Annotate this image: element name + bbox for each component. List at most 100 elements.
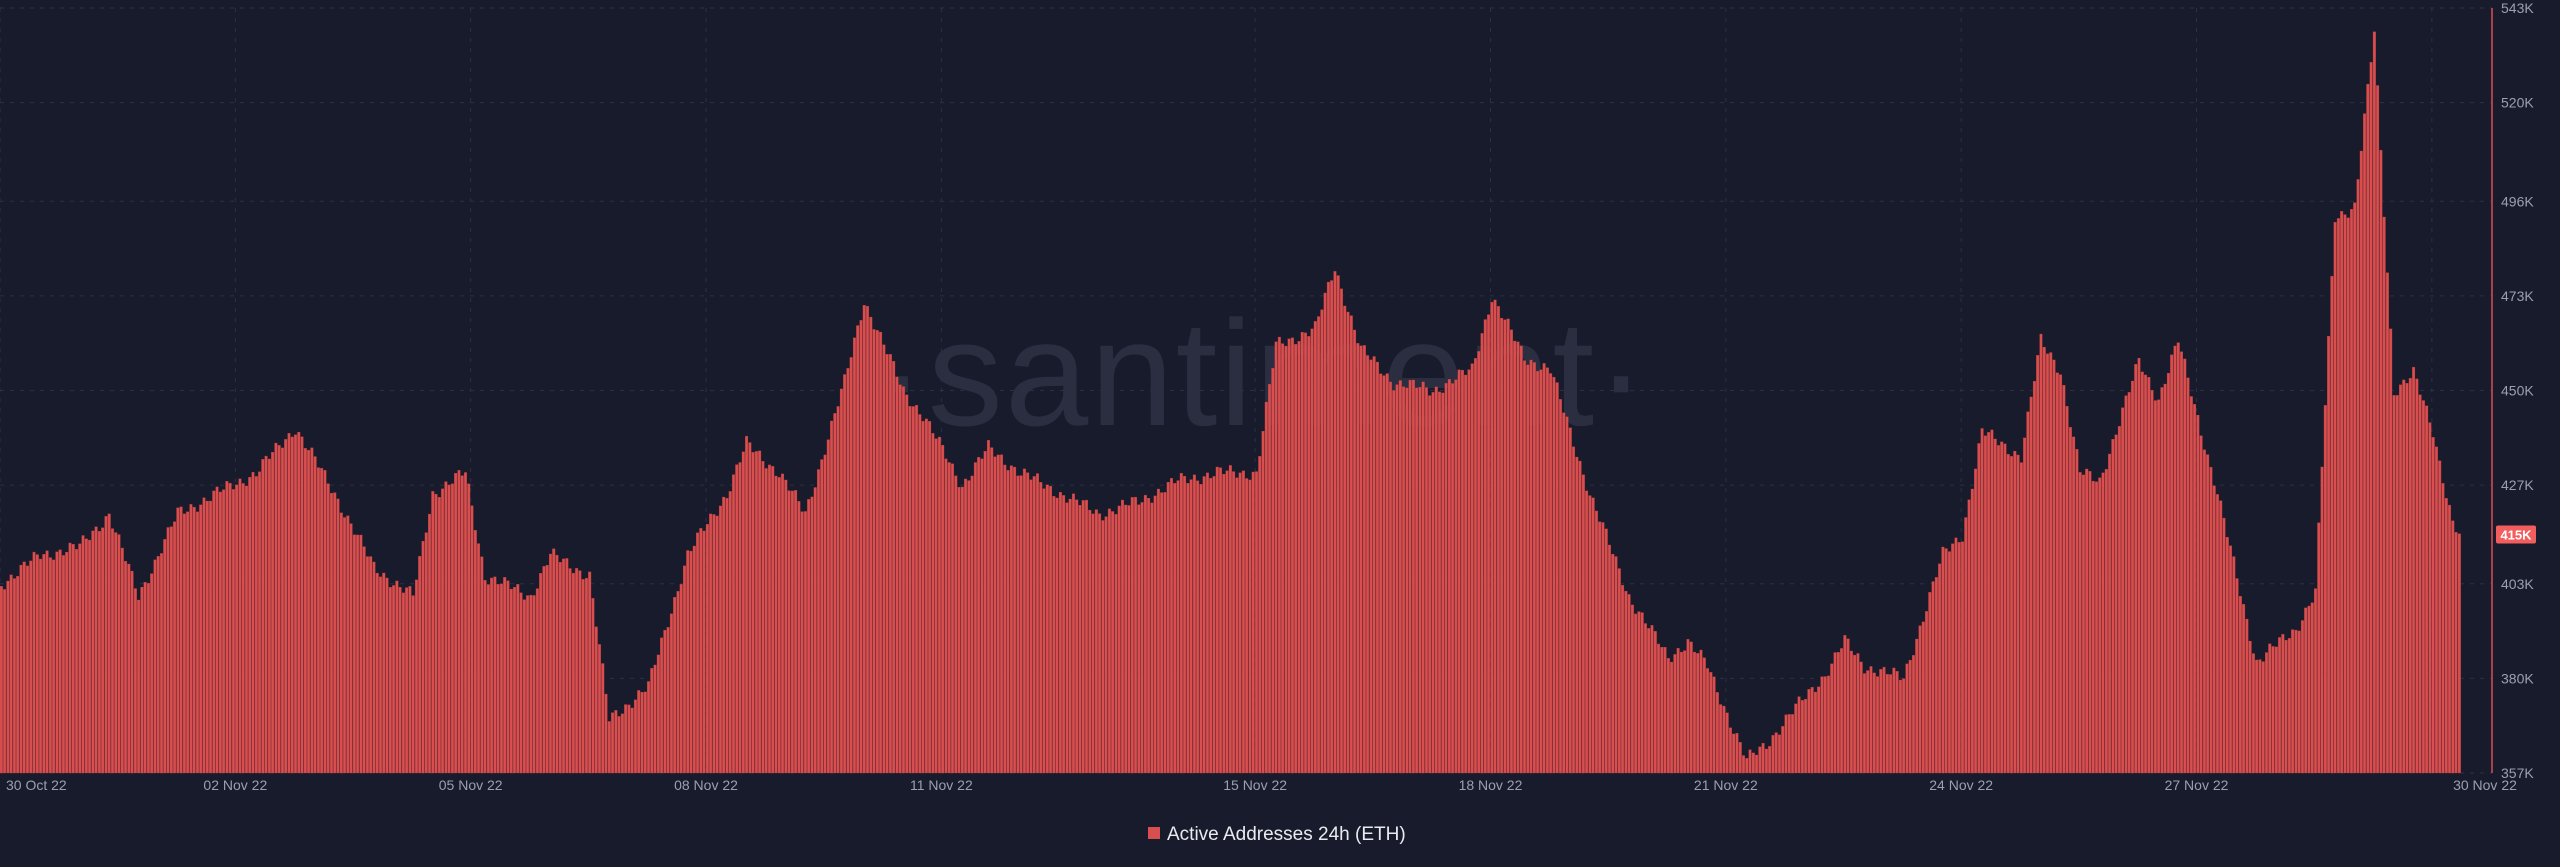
bar[interactable] xyxy=(1738,742,1742,774)
bar[interactable] xyxy=(2065,406,2069,774)
bar[interactable] xyxy=(1457,369,1461,774)
bar[interactable] xyxy=(1137,504,1141,774)
bar[interactable] xyxy=(1156,488,1160,774)
bar[interactable] xyxy=(575,568,579,774)
bar[interactable] xyxy=(2124,395,2128,774)
bar[interactable] xyxy=(1068,498,1072,774)
bar[interactable] xyxy=(1944,548,1948,774)
bar[interactable] xyxy=(627,704,631,774)
bar[interactable] xyxy=(1562,412,1566,774)
bar[interactable] xyxy=(584,577,588,774)
bar[interactable] xyxy=(1013,466,1017,774)
bar[interactable] xyxy=(1503,319,1507,774)
bar[interactable] xyxy=(2003,443,2007,774)
bar[interactable] xyxy=(2363,113,2367,774)
bar[interactable] xyxy=(2209,466,2213,774)
bar[interactable] xyxy=(686,550,690,774)
bar[interactable] xyxy=(1509,329,1513,774)
bar[interactable] xyxy=(745,435,749,774)
bar[interactable] xyxy=(307,449,311,774)
bar[interactable] xyxy=(1807,689,1811,774)
bar[interactable] xyxy=(1925,611,1929,774)
bar[interactable] xyxy=(1460,369,1464,774)
bar[interactable] xyxy=(947,462,951,774)
bar[interactable] xyxy=(535,588,539,774)
bar[interactable] xyxy=(1382,375,1386,774)
bar[interactable] xyxy=(2402,379,2406,774)
bar[interactable] xyxy=(781,473,785,774)
bar[interactable] xyxy=(2016,454,2020,774)
bar[interactable] xyxy=(823,454,827,774)
bar[interactable] xyxy=(480,556,484,774)
bar[interactable] xyxy=(673,597,677,774)
bar[interactable] xyxy=(1993,438,1997,774)
bar[interactable] xyxy=(1764,748,1768,774)
bar[interactable] xyxy=(1529,359,1533,774)
bar[interactable] xyxy=(238,478,242,774)
bar[interactable] xyxy=(2078,472,2082,774)
bar[interactable] xyxy=(964,478,968,774)
bar[interactable] xyxy=(395,580,399,774)
bar[interactable] xyxy=(2291,629,2295,774)
bar[interactable] xyxy=(2441,483,2445,774)
bar[interactable] xyxy=(931,433,935,774)
bar[interactable] xyxy=(2255,659,2259,774)
bar[interactable] xyxy=(2173,345,2177,774)
bar[interactable] xyxy=(192,506,196,774)
bar[interactable] xyxy=(1130,497,1134,774)
bar[interactable] xyxy=(1235,477,1239,774)
bar[interactable] xyxy=(1565,416,1569,774)
bar[interactable] xyxy=(1523,360,1527,774)
bar[interactable] xyxy=(905,394,909,774)
bar[interactable] xyxy=(2421,400,2425,774)
bar[interactable] xyxy=(1375,361,1379,774)
bar[interactable] xyxy=(1330,280,1334,774)
bar[interactable] xyxy=(1686,639,1690,774)
bar[interactable] xyxy=(620,713,624,774)
bar[interactable] xyxy=(12,578,16,774)
bar[interactable] xyxy=(75,549,79,774)
bar[interactable] xyxy=(1608,544,1611,774)
bar[interactable] xyxy=(1101,520,1105,774)
bar[interactable] xyxy=(463,472,467,774)
bar[interactable] xyxy=(1954,537,1958,774)
bar[interactable] xyxy=(1768,746,1772,774)
bar[interactable] xyxy=(1085,499,1089,774)
bar[interactable] xyxy=(1179,472,1183,774)
bar[interactable] xyxy=(2104,469,2108,774)
bar[interactable] xyxy=(310,447,314,774)
bar[interactable] xyxy=(2242,604,2246,774)
bar[interactable] xyxy=(2431,437,2435,774)
bar[interactable] xyxy=(2127,392,2131,774)
bar[interactable] xyxy=(944,458,948,774)
bar[interactable] xyxy=(869,316,873,774)
bar[interactable] xyxy=(954,475,958,774)
bar[interactable] xyxy=(2013,450,2017,774)
bar[interactable] xyxy=(287,433,291,774)
bar[interactable] xyxy=(39,558,43,774)
bar[interactable] xyxy=(1539,369,1543,774)
bar[interactable] xyxy=(1065,502,1069,774)
bar[interactable] xyxy=(205,500,209,774)
bar[interactable] xyxy=(1526,364,1530,774)
bar[interactable] xyxy=(143,582,147,774)
bar[interactable] xyxy=(519,592,523,774)
bar[interactable] xyxy=(1395,384,1399,774)
bar[interactable] xyxy=(980,458,984,774)
bar[interactable] xyxy=(1323,292,1327,774)
bar[interactable] xyxy=(1866,670,1870,774)
bar[interactable] xyxy=(457,470,461,774)
bar[interactable] xyxy=(6,580,10,774)
bar[interactable] xyxy=(2327,335,2331,774)
bar[interactable] xyxy=(1441,392,1445,774)
bar[interactable] xyxy=(833,413,837,774)
bar[interactable] xyxy=(1336,275,1340,774)
bar[interactable] xyxy=(2320,466,2324,774)
bar[interactable] xyxy=(1307,336,1311,774)
bar[interactable] xyxy=(228,482,232,774)
bar[interactable] xyxy=(130,570,134,774)
bar[interactable] xyxy=(2251,653,2255,774)
bar[interactable] xyxy=(1676,648,1680,774)
bar[interactable] xyxy=(2157,399,2161,774)
bar[interactable] xyxy=(1000,454,1004,774)
